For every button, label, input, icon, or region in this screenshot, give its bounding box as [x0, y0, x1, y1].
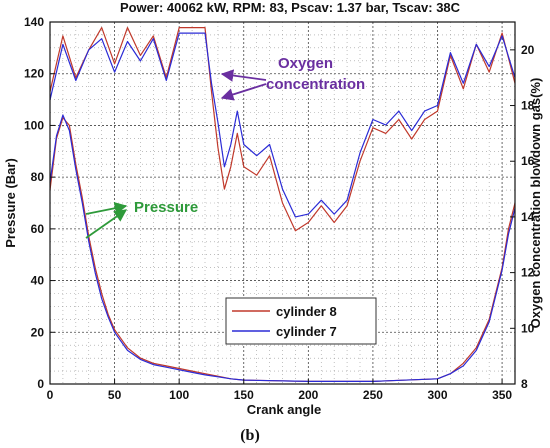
x-tick-label: 300: [427, 388, 447, 402]
legend: cylinder 8 cylinder 7: [225, 297, 377, 345]
series-line-cylinder-8-oxygen: [49, 27, 516, 232]
left-tick-label: 20: [31, 325, 45, 339]
oxygen-annotation-line1: Oxygen: [278, 55, 333, 72]
right-tick-label: 18: [521, 99, 535, 113]
left-tick-label: 140: [24, 15, 44, 29]
x-tick-label: 0: [47, 388, 54, 402]
left-tick-label: 120: [24, 67, 44, 81]
right-tick-label: 16: [521, 154, 535, 168]
oxygen-arrow-upper: [220, 69, 267, 82]
right-axis-label: Oxygen concentration blowdown gas(%): [528, 78, 543, 329]
x-tick-label: 150: [234, 388, 254, 402]
figure-caption: (b): [240, 427, 260, 444]
series-line-cylinder-7-pressure: [49, 114, 516, 382]
left-tick-label: 60: [31, 222, 45, 236]
legend-box: [225, 297, 377, 345]
x-axis: 0 50 100 150 200 250 300 350: [47, 379, 512, 402]
right-tick-label: 14: [521, 210, 535, 224]
x-tick-label: 350: [492, 388, 512, 402]
series-layer: [49, 27, 516, 382]
series-line-cylinder-8-pressure: [49, 117, 516, 382]
left-axis-label: Pressure (Bar): [3, 158, 18, 248]
left-tick-label: 0: [37, 377, 44, 391]
pressure-arrow-upper: [85, 202, 128, 215]
x-tick-label: 50: [108, 388, 122, 402]
right-tick-label: 20: [521, 43, 535, 57]
left-tick-label: 40: [31, 274, 45, 288]
pressure-arrow-lower: [85, 209, 128, 239]
right-tick-label: 12: [521, 266, 535, 280]
right-tick-label: 10: [521, 321, 535, 335]
left-axis: 0 20 40 60 80 100 120 140: [24, 15, 55, 391]
pressure-annotation: Pressure: [134, 199, 198, 216]
x-tick-label: 100: [169, 388, 189, 402]
left-tick-label: 80: [31, 170, 45, 184]
x-tick-label: 250: [363, 388, 383, 402]
left-tick-label: 100: [24, 118, 44, 132]
legend-label-cylinder-7: cylinder 7: [276, 324, 337, 339]
x-axis-label: Crank angle: [247, 402, 321, 417]
x-tick-label: 200: [298, 388, 318, 402]
series-line-cylinder-7-oxygen: [49, 32, 516, 218]
chart-title: Power: 40062 kW, RPM: 83, Pscav: 1.37 ba…: [120, 0, 461, 15]
plot-frame: [49, 21, 516, 385]
oxygen-annotation-line2: concentration: [266, 76, 365, 93]
oxygen-arrow-lower: [220, 83, 267, 101]
right-tick-label: 8: [521, 377, 528, 391]
legend-label-cylinder-8: cylinder 8: [276, 304, 337, 319]
right-axis: 8 10 12 14 16 18 20: [510, 43, 535, 391]
